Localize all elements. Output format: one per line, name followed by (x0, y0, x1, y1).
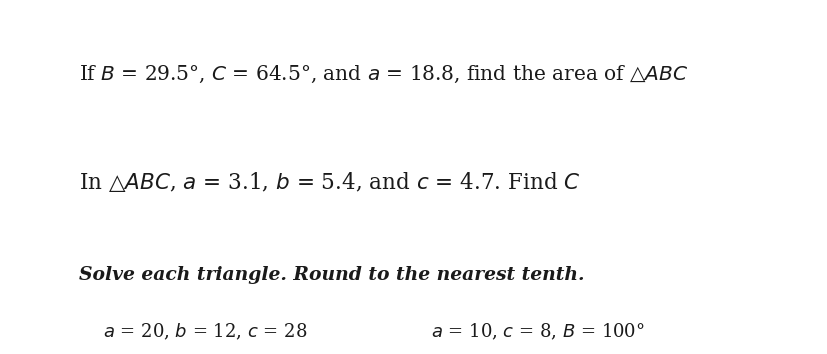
Text: $a$ = 20, $b$ = 12, $c$ = 28: $a$ = 20, $b$ = 12, $c$ = 28 (103, 322, 308, 342)
Text: $a$ = 10, $c$ = 8, $B$ = 100°: $a$ = 10, $c$ = 8, $B$ = 100° (430, 322, 643, 342)
Text: In △$ABC$, $a$ = 3.1, $b$ = 5.4, and $c$ = 4.7. Find $C$: In △$ABC$, $a$ = 3.1, $b$ = 5.4, and $c$… (79, 170, 580, 194)
Text: If $B$ = 29.5°, $C$ = 64.5°, and $a$ = 18.8, find the area of △$ABC$: If $B$ = 29.5°, $C$ = 64.5°, and $a$ = 1… (79, 64, 687, 85)
Text: Solve each triangle. Round to the nearest tenth.: Solve each triangle. Round to the neares… (79, 266, 584, 284)
